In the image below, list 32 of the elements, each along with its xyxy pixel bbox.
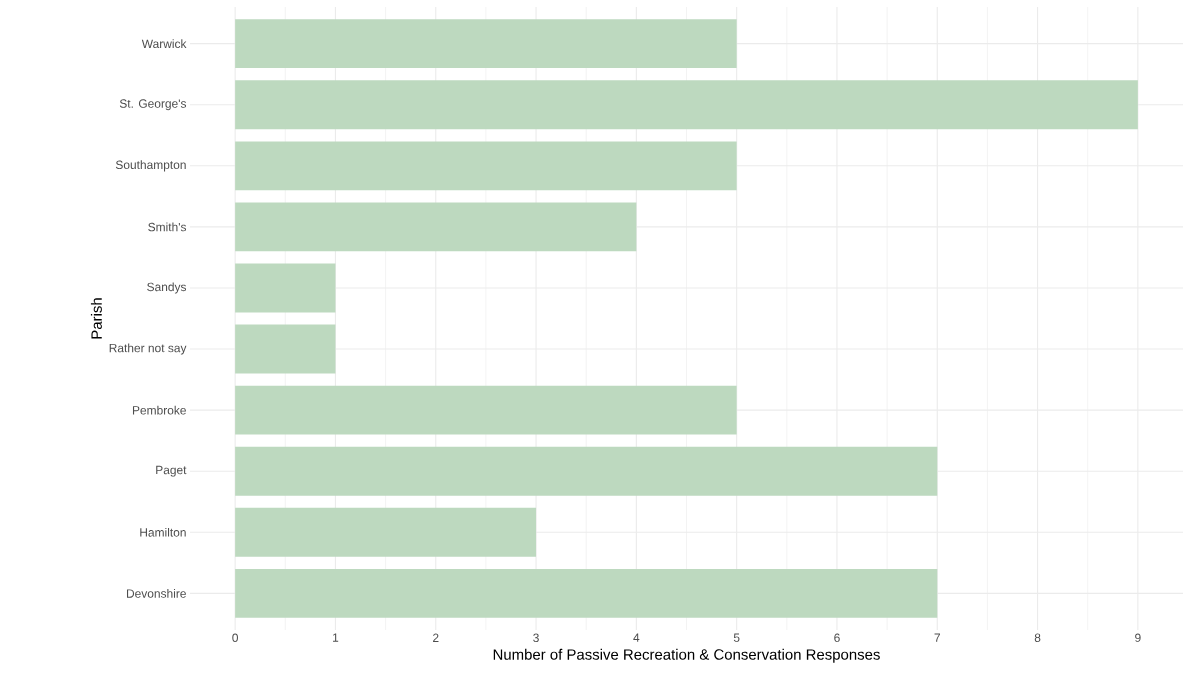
x-tick-label: 3	[533, 633, 539, 642]
y-tick-label: St. George's	[119, 99, 187, 111]
x-tick-label: 8	[1034, 633, 1041, 642]
x-tick-label: 9	[1135, 633, 1141, 642]
bar	[235, 19, 737, 69]
x-tick-label: 6	[834, 633, 840, 642]
x-tick-label: 1	[333, 633, 339, 642]
bar	[235, 263, 336, 313]
bar	[235, 141, 737, 191]
x-axis-title: Number of Passive Recreation & Conservation Responses	[493, 648, 880, 663]
y-tick-label: Pembroke	[132, 405, 186, 415]
bar	[235, 324, 336, 374]
y-tick-label: Hamilton	[140, 527, 186, 537]
x-tick-label: 4	[633, 633, 640, 642]
bar	[235, 385, 737, 435]
y-tick-label: Sandys	[147, 282, 187, 294]
x-tick-label: 0	[232, 633, 238, 642]
y-tick-label: Rather not say	[109, 343, 187, 355]
bar	[235, 568, 938, 618]
x-tick-label: 7	[934, 633, 940, 642]
x-tick-label: 2	[433, 633, 439, 642]
y-tick-label: Paget	[156, 465, 187, 477]
y-tick-label: Warwick	[141, 39, 187, 49]
y-tick-label: Southampton	[115, 160, 186, 172]
y-axis-title: Parish	[90, 298, 102, 339]
y-tick-label: Devonshire	[126, 588, 186, 598]
bar	[235, 507, 537, 557]
bar	[235, 446, 938, 496]
y-tick-label: Smith's	[148, 222, 187, 232]
bar	[235, 202, 637, 252]
x-tick-label: 5	[733, 633, 740, 642]
bar	[235, 80, 1138, 130]
